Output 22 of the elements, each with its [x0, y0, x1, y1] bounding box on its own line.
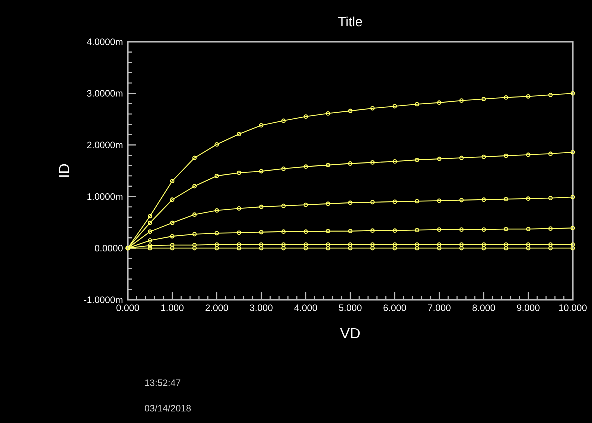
y-tick-label: 4.0000m — [87, 38, 123, 46]
text: 13:52:47 — [145, 380, 181, 386]
x-tick-label: 9.000 — [517, 304, 540, 312]
y-tick-label: 3.0000m — [87, 90, 123, 97]
x-tick-label: 8.000 — [472, 304, 496, 312]
x-tick-label: 5.000 — [339, 304, 362, 312]
x-tick-label: 0.000 — [116, 304, 140, 312]
y-tick-label: 0.0000 — [95, 245, 123, 252]
y-axis-title: ID — [59, 164, 70, 177]
x-tick-label: 10.000 — [559, 304, 587, 312]
x-axis-title: VD — [340, 328, 360, 339]
x-tick-label: 7.000 — [428, 304, 451, 312]
y-tick-label: 1.0000m — [88, 193, 123, 200]
x-tick-label: 6.000 — [384, 304, 406, 312]
chart-title: Title — [338, 16, 362, 27]
x-tick-label: 4.000 — [294, 304, 318, 312]
y-tick-label: -1.0000m — [84, 296, 123, 304]
text: 03/14/2018 — [145, 404, 192, 412]
x-tick-label: 2.000 — [206, 304, 228, 312]
x-tick-label: 1.000 — [162, 304, 184, 312]
x-tick-label: 3.000 — [250, 304, 273, 312]
y-tick-label: 2.0000m — [87, 142, 123, 148]
